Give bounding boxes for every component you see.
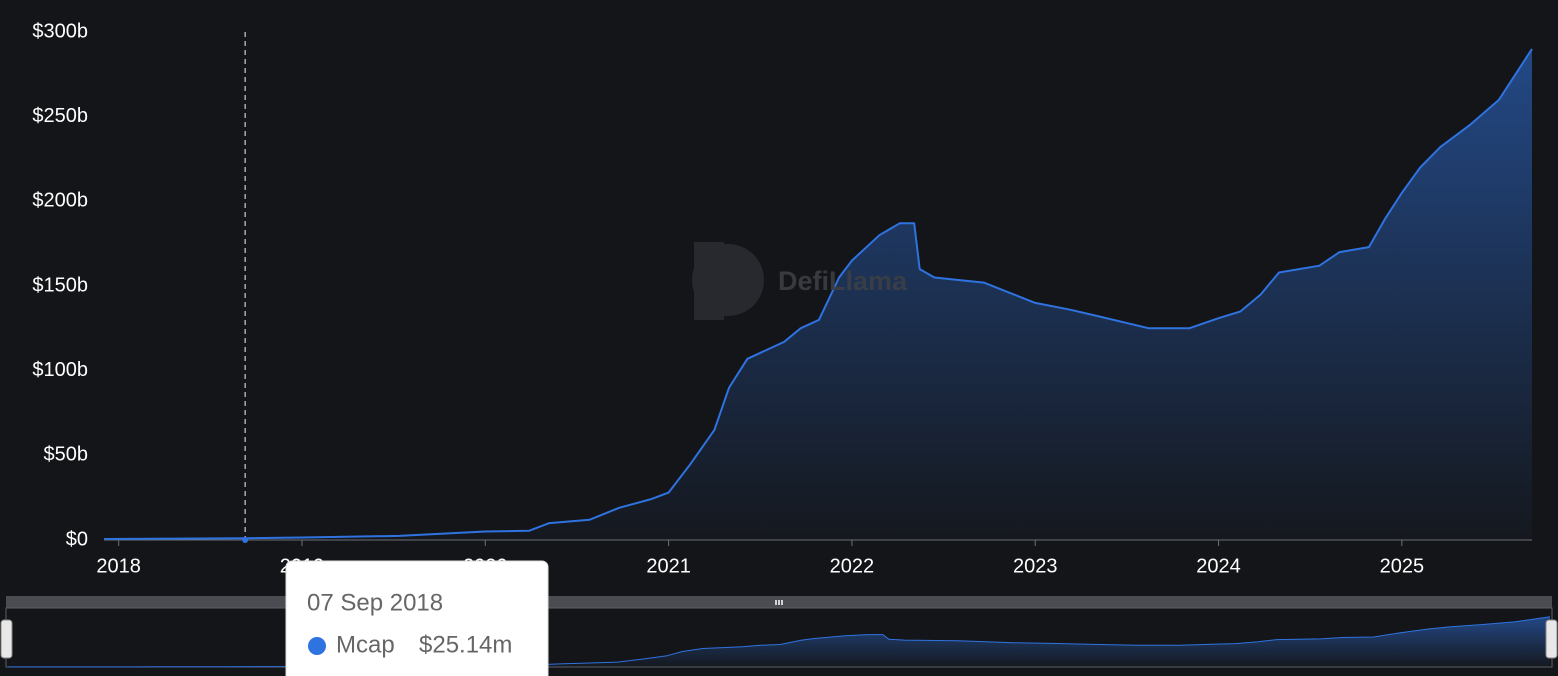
y-tick-label: $200b <box>32 190 88 212</box>
tooltip: 07 Sep 2018 Mcap $25.14m <box>285 560 549 676</box>
plot-area: $0$50b$100b$150b$200b$250b$300b201820192… <box>32 20 1533 577</box>
navigator-handle[interactable] <box>0 619 13 659</box>
navigator <box>5 596 1553 668</box>
tooltip-box <box>285 560 549 676</box>
y-tick-label: $100b <box>32 359 88 381</box>
tooltip-value: $25.14m <box>419 631 512 658</box>
y-tick-label: $250b <box>32 105 88 127</box>
hover-point <box>242 536 249 543</box>
tooltip-series: Mcap <box>336 631 395 658</box>
x-tick-label: 2024 <box>1196 555 1241 577</box>
x-tick-label: 2025 <box>1380 555 1425 577</box>
x-tick-label: 2018 <box>96 555 141 577</box>
y-tick-label: $150b <box>32 274 88 296</box>
watermark-logo-part <box>694 242 724 320</box>
watermark: DefiLlama <box>692 242 908 320</box>
navigator-handle[interactable] <box>1545 619 1558 659</box>
area <box>104 48 1532 541</box>
x-tick-label: 2023 <box>1013 555 1058 577</box>
y-tick-label: $50b <box>44 444 89 466</box>
line <box>103 48 1533 540</box>
watermark-text: DefiLlama <box>778 266 908 296</box>
navigator-handles <box>0 619 1558 659</box>
y-tick-label: $300b <box>32 20 88 42</box>
x-tick-label: 2022 <box>830 555 875 577</box>
x-tick-label: 2021 <box>646 555 691 577</box>
area <box>8 616 1550 667</box>
y-tick-label: $0 <box>66 528 88 550</box>
navigator-grip <box>775 600 783 605</box>
tooltip-marker <box>308 637 326 655</box>
tooltip-date: 07 Sep 2018 <box>307 589 443 616</box>
